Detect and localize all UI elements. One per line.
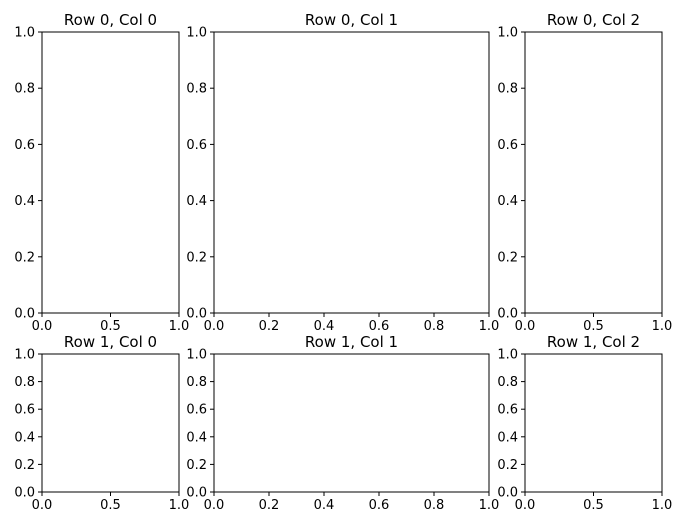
x-tick-label: 0.8 xyxy=(424,498,445,513)
panel-r1-c0: 0.0 0.5 1.0 0.0 0.2 0.4 0.6 0.8 1.0 Row 1, Col 0 xyxy=(14,333,189,513)
x-tick-label: 1.0 xyxy=(479,498,500,513)
y-tick-label: 0.0 xyxy=(186,486,207,501)
x-tick-label: 0.0 xyxy=(32,498,53,513)
y-tick-label: 1.0 xyxy=(497,26,518,41)
y-tick-label: 0.8 xyxy=(497,82,518,97)
plot-area xyxy=(42,354,179,492)
y-tick-label: 0.6 xyxy=(14,138,35,153)
plot-area xyxy=(525,354,662,492)
y-tick-label: 0.4 xyxy=(14,194,35,209)
axes-frame xyxy=(213,353,490,493)
y-tick-label: 0.4 xyxy=(14,430,35,445)
x-tick-label: 0.0 xyxy=(32,319,53,334)
panel-title: Row 1, Col 1 xyxy=(305,333,398,351)
panel-r1-c2: 0.0 0.5 1.0 0.0 0.2 0.4 0.6 0.8 1.0 Row 1, Col 2 xyxy=(497,333,672,513)
axes-frame xyxy=(213,31,490,314)
panel-r0-c2: 0.0 0.5 1.0 0.0 0.2 0.4 0.6 0.8 1.0 Row 0, Col 2 xyxy=(497,11,672,334)
x-tick-label: 0.5 xyxy=(583,498,604,513)
x-tick-label: 1.0 xyxy=(479,319,500,334)
y-tick-label: 0.2 xyxy=(186,458,207,473)
panel-r0-c0: 0.0 0.5 1.0 0.0 0.2 0.4 0.6 0.8 1.0 Row 0, Col 0 xyxy=(14,11,189,334)
y-tick-label: 1.0 xyxy=(186,26,207,41)
x-tick-label: 0.6 xyxy=(369,319,390,334)
y-tick-label: 0.6 xyxy=(497,403,518,418)
y-tick-label: 0.8 xyxy=(14,375,35,390)
y-tick-label: 0.6 xyxy=(497,138,518,153)
panel-title: Row 0, Col 0 xyxy=(64,11,157,29)
x-tick-label: 0.2 xyxy=(259,498,280,513)
y-tick-label: 0.6 xyxy=(14,403,35,418)
y-tick-label: 1.0 xyxy=(186,348,207,363)
y-tick-label: 0.6 xyxy=(186,403,207,418)
x-tick-label: 1.0 xyxy=(169,319,190,334)
axes-frame xyxy=(41,353,180,493)
panel-r0-c1: 0.0 0.2 0.4 0.6 0.8 1.0 0.0 0.2 0.4 0.6 0.8 1.0 Row … xyxy=(186,11,499,334)
y-tick-label: 0.8 xyxy=(186,82,207,97)
panel-title: Row 1, Col 0 xyxy=(64,333,157,351)
y-tick-label: 0.4 xyxy=(186,430,207,445)
plot-area xyxy=(214,354,489,492)
y-tick-label: 0.4 xyxy=(186,194,207,209)
panel-title: Row 0, Col 1 xyxy=(305,11,398,29)
axes-frame xyxy=(524,31,663,314)
y-tick-label: 0.4 xyxy=(497,430,518,445)
x-tick-label: 1.0 xyxy=(169,498,190,513)
y-tick-label: 0.2 xyxy=(186,250,207,265)
panel-r1-c1: 0.0 0.2 0.4 0.6 0.8 1.0 0.0 0.2 0.4 0.6 0.8 1.0 Row … xyxy=(186,333,499,513)
y-tick-label: 0.2 xyxy=(14,250,35,265)
x-tick-label: 0.6 xyxy=(369,498,390,513)
x-tick-label: 0.0 xyxy=(515,498,536,513)
y-tick-label: 0.6 xyxy=(186,138,207,153)
y-tick-label: 0.0 xyxy=(186,307,207,322)
plot-area xyxy=(525,32,662,313)
y-tick-label: 0.8 xyxy=(14,82,35,97)
y-tick-label: 0.0 xyxy=(14,486,35,501)
y-tick-label: 0.8 xyxy=(497,375,518,390)
x-tick-label: 0.0 xyxy=(515,319,536,334)
y-tick-label: 0.8 xyxy=(186,375,207,390)
plot-area xyxy=(42,32,179,313)
x-tick-label: 1.0 xyxy=(652,498,673,513)
x-tick-label: 0.2 xyxy=(259,319,280,334)
y-tick-label: 1.0 xyxy=(14,26,35,41)
y-tick-label: 0.2 xyxy=(14,458,35,473)
y-tick-label: 0.2 xyxy=(497,250,518,265)
y-tick-label: 1.0 xyxy=(497,348,518,363)
y-tick-label: 0.2 xyxy=(497,458,518,473)
x-tick-label: 0.5 xyxy=(100,319,121,334)
y-tick-label: 0.0 xyxy=(497,307,518,322)
x-tick-label: 0.5 xyxy=(100,498,121,513)
y-tick-label: 0.0 xyxy=(497,486,518,501)
x-tick-label: 0.0 xyxy=(204,319,225,334)
x-tick-label: 0.0 xyxy=(204,498,225,513)
x-tick-label: 0.5 xyxy=(583,319,604,334)
x-tick-label: 0.8 xyxy=(424,319,445,334)
plot-area xyxy=(214,32,489,313)
y-tick-label: 0.4 xyxy=(497,194,518,209)
y-tick-label: 0.0 xyxy=(14,307,35,322)
y-tick-label: 1.0 xyxy=(14,348,35,363)
axes-frame xyxy=(41,31,180,314)
axes-frame xyxy=(524,353,663,493)
x-tick-label: 1.0 xyxy=(652,319,673,334)
x-tick-label: 0.4 xyxy=(314,319,335,334)
panel-title: Row 1, Col 2 xyxy=(547,333,640,351)
panel-title: Row 0, Col 2 xyxy=(547,11,640,29)
x-tick-label: 0.4 xyxy=(314,498,335,513)
